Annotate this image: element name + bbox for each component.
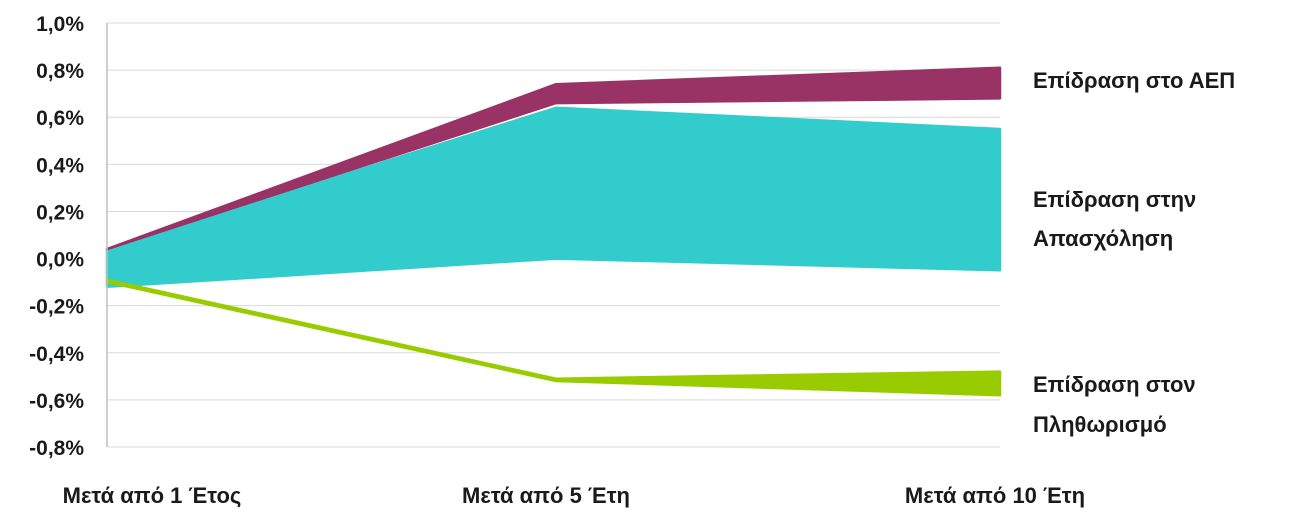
legend-label: Επίδραση στον [1033,372,1196,397]
y-tick-label: -0,8% [29,437,84,460]
x-category-label: Μετά από 1 Έτος [63,483,242,508]
legend-label: Πληθωρισμό [1033,412,1167,437]
x-category-label: Μετά από 10 Έτη [905,483,1085,508]
y-tick-labels: 1,0% 0,8% 0,6% 0,4% 0,2% 0,0% -0,2% -0,4% -0,6% -… [29,13,84,460]
y-tick-label: 0,6% [36,107,84,130]
y-tick-label: -0,2% [29,296,84,319]
y-tick-label: -0,4% [29,343,84,366]
y-tick-label: 0,2% [36,201,84,224]
y-tick-label: 0,8% [36,60,84,83]
series-band [105,106,1002,289]
y-tick-label: 0,4% [36,154,84,177]
legend-label: Επίδραση στο ΑΕΠ [1033,68,1235,93]
y-tick-label: 1,0% [36,13,84,36]
series-band [105,66,1002,251]
series-band [105,278,1002,397]
y-tick-label: -0,6% [29,390,84,413]
series-bands [105,66,1002,397]
legend-label: Απασχόληση [1033,226,1173,251]
legend-label: Επίδραση στην [1033,187,1196,212]
y-tick-label: 0,0% [36,249,84,272]
x-category-labels: Μετά από 1 Έτος Μετά από 5 Έτη Μετά από 10… [63,483,1085,508]
x-category-label: Μετά από 5 Έτη [462,483,630,508]
legend: Επίδραση στο ΑΕΠ Επίδραση στην Απασχόληση Ε… [1033,68,1235,437]
